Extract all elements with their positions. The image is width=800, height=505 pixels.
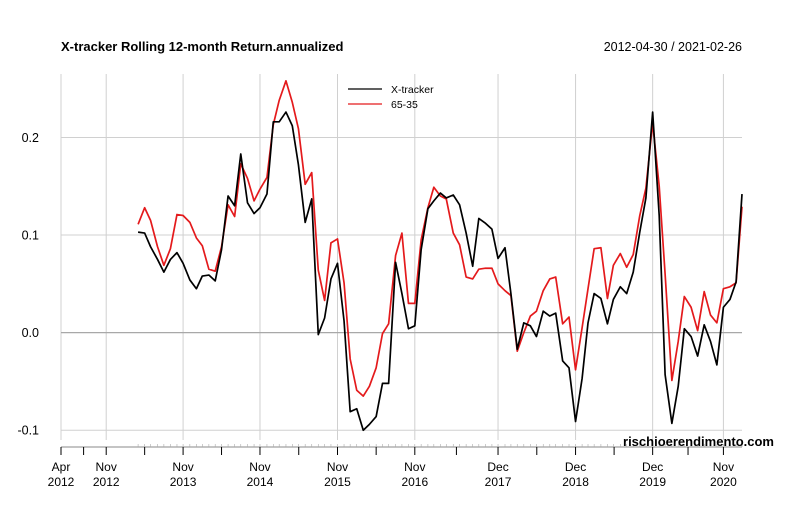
- grid-layer: [60, 74, 742, 440]
- series-line-65-35: [137, 79, 743, 397]
- legend: X-tracker 65-35: [348, 84, 434, 111]
- legend-label-x-tracker: X-tracker: [391, 84, 434, 96]
- x-tick-label: Nov 2012: [93, 460, 120, 489]
- y-tick-label: 0.0: [22, 326, 39, 340]
- x-tick-label: Apr 2012: [48, 460, 75, 489]
- x-tick-label: Nov 2016: [401, 460, 428, 489]
- x-tick-label: Dec 2017: [485, 460, 512, 489]
- chart-title: X-tracker Rolling 12-month Return.annual…: [61, 39, 343, 54]
- legend-label-65-35: 65-35: [391, 99, 418, 111]
- date-range-label: 2012-04-30 / 2021-02-26: [604, 40, 742, 54]
- watermark: rischioerendimento.com: [623, 434, 774, 449]
- series-layer: [137, 79, 743, 432]
- y-tick-label: -0.1: [17, 424, 39, 438]
- x-tick-label: Dec 2018: [562, 460, 589, 489]
- x-tick-label: Nov 2014: [247, 460, 274, 489]
- y-tick-label: 0.1: [22, 229, 39, 243]
- axes-layer: -0.1 0.0 0.1 0.2 Apr 2012 Nov 2012 Nov 2013 Nov 201…: [17, 131, 743, 489]
- series-line-x-tracker: [137, 111, 743, 432]
- x-tick-label: Nov 2015: [324, 460, 351, 489]
- x-tick-label: Nov 2020: [710, 460, 737, 489]
- y-tick-label: 0.2: [22, 131, 39, 145]
- x-tick-label: Dec 2019: [639, 460, 666, 489]
- x-tick-label: Nov 2013: [170, 460, 197, 489]
